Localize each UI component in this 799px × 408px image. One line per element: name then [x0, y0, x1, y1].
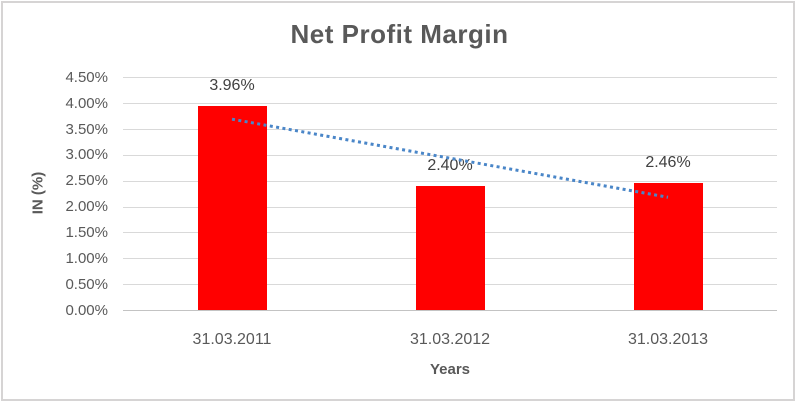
y-tick-label: 3.00%: [65, 146, 108, 164]
y-tick-label: 2.50%: [65, 172, 108, 190]
y-tick-label: 0.50%: [65, 275, 108, 293]
y-tick-label: 1.50%: [65, 223, 108, 241]
y-tick-label: 3.50%: [65, 120, 108, 138]
chart-title: Net Profit Margin: [290, 19, 509, 49]
y-tick-label: 4.50%: [65, 68, 108, 86]
chart-border: [1, 1, 795, 401]
x-tick-label: 31.03.2011: [192, 331, 272, 348]
bar: [415, 186, 485, 311]
x-axis-title: Years: [429, 361, 471, 378]
data-label: 3.96%: [209, 76, 255, 94]
y-tick-label: 1.00%: [65, 249, 108, 267]
x-tick-label: 31.03.2012: [409, 331, 491, 348]
gridline: [123, 77, 777, 79]
data-label: 2.40%: [427, 157, 473, 175]
y-tick-label: 4.00%: [65, 94, 108, 112]
data-label: 2.46%: [645, 154, 691, 172]
bar: [197, 105, 267, 311]
y-tick-label: 2.00%: [65, 198, 108, 216]
bar: [633, 183, 703, 311]
gridline: [123, 103, 777, 105]
x-axis-line: [123, 310, 777, 311]
y-tick-label: 0.00%: [65, 301, 108, 319]
x-tick-label: 31.03.2013: [627, 331, 709, 348]
